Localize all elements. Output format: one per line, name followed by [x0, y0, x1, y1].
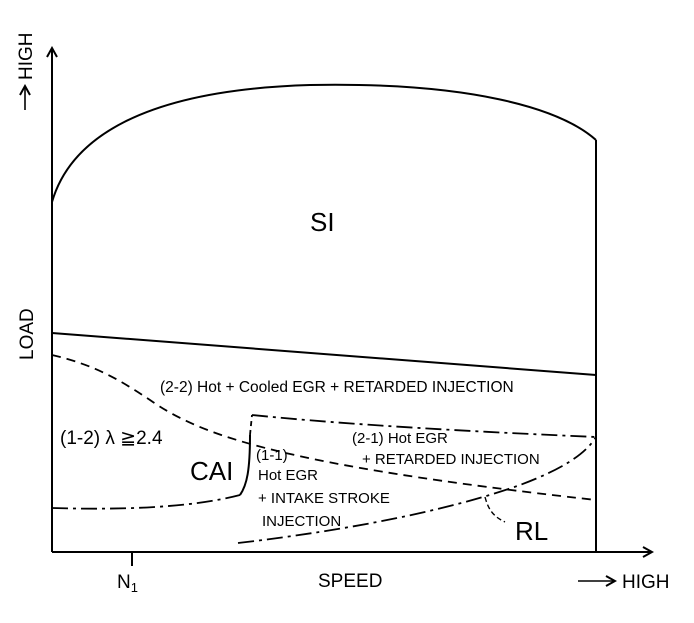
- region-1-1-line2: + INTAKE STROKE: [258, 490, 390, 507]
- region-2-1-line1: + RETARDED INJECTION: [362, 451, 540, 468]
- si-label: SI: [310, 207, 335, 237]
- region-1-2-label: (1-2) λ ≧2.4: [60, 428, 163, 449]
- region-1-1-title: (1-1): [256, 447, 288, 464]
- x-axis-label: SPEED: [318, 571, 382, 592]
- si-lower-boundary: [51, 332, 597, 376]
- cai-label: CAI: [190, 456, 233, 486]
- x-axis-high-label: HIGH: [622, 572, 670, 593]
- y-axis-high-label: HIGH: [16, 33, 37, 81]
- region-2-1-title: (2-1) Hot EGR: [352, 430, 448, 447]
- region-1-1-line1: Hot EGR: [258, 467, 318, 484]
- si-upper-boundary: [51, 83, 597, 203]
- rl-label: RL: [515, 516, 548, 546]
- rl-curve: [237, 436, 597, 544]
- dash-dot-upper-line: [251, 414, 597, 438]
- dashed-boundary-line: [51, 354, 597, 501]
- x-tick-n1-subscript: 1: [131, 580, 138, 595]
- cai-right-boundary: [239, 434, 251, 496]
- rl-leader-line: [484, 496, 506, 523]
- x-tick-n1-label: N1: [117, 572, 138, 595]
- cai-top-dashed: [249, 414, 253, 436]
- region-2-2-label: (2-2) Hot + Cooled EGR + RETARDED INJECT…: [160, 379, 514, 396]
- y-axis-label: LOAD: [17, 308, 38, 360]
- cai-lower-boundary: [51, 494, 241, 510]
- region-1-1-line3: INJECTION: [262, 513, 341, 530]
